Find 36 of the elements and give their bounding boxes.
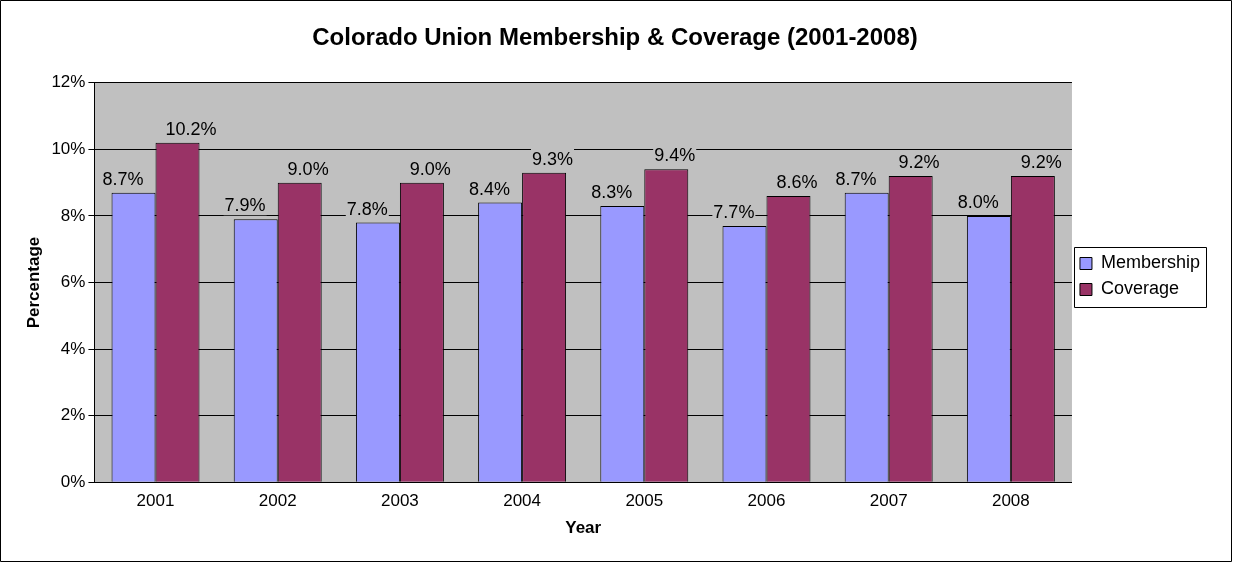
legend-label: Coverage [1100, 278, 1180, 299]
y-tick-label: 8% [60, 205, 86, 225]
data-label: 8.3% [591, 181, 633, 202]
y-tick-label: 2% [60, 405, 86, 425]
y-axis-title: Percentage [23, 236, 43, 329]
data-label: 9.0% [287, 158, 329, 179]
data-label: 9.0% [409, 158, 451, 179]
y-tick-label: 6% [60, 272, 86, 292]
data-label: 9.2% [898, 151, 940, 172]
data-label: 9.3% [532, 148, 574, 169]
data-label: 8.7% [835, 168, 877, 189]
x-tick-label: 2008 [991, 491, 1030, 511]
y-tick-label: 0% [60, 471, 86, 491]
x-tick-label: 2007 [869, 491, 908, 511]
x-tick-label: 2003 [380, 491, 419, 511]
data-label: 7.9% [224, 195, 266, 216]
data-label: 9.4% [654, 145, 696, 166]
chart-title: Colorado Union Membership & Coverage (2001-2008) [312, 23, 918, 51]
data-label: 8.6% [776, 171, 818, 192]
x-axis-title: Year [565, 518, 602, 538]
legend-label: Membership [1100, 252, 1201, 273]
x-tick-label: 2001 [136, 491, 175, 511]
data-label: 7.8% [346, 198, 388, 219]
y-tick-label: 12% [51, 72, 86, 92]
x-tick-label: 2004 [503, 491, 542, 511]
data-label: 7.7% [713, 201, 755, 222]
data-label: 9.2% [1020, 151, 1062, 172]
data-label: 10.2% [165, 118, 217, 139]
data-label: 8.7% [102, 168, 144, 189]
y-tick-label: 10% [51, 139, 86, 159]
x-tick-label: 2006 [747, 491, 786, 511]
x-tick-label: 2005 [625, 491, 664, 511]
data-label: 8.4% [468, 178, 511, 199]
y-tick-label: 4% [60, 338, 86, 358]
x-tick-label: 2002 [258, 491, 297, 511]
data-label: 8.0% [957, 191, 999, 212]
